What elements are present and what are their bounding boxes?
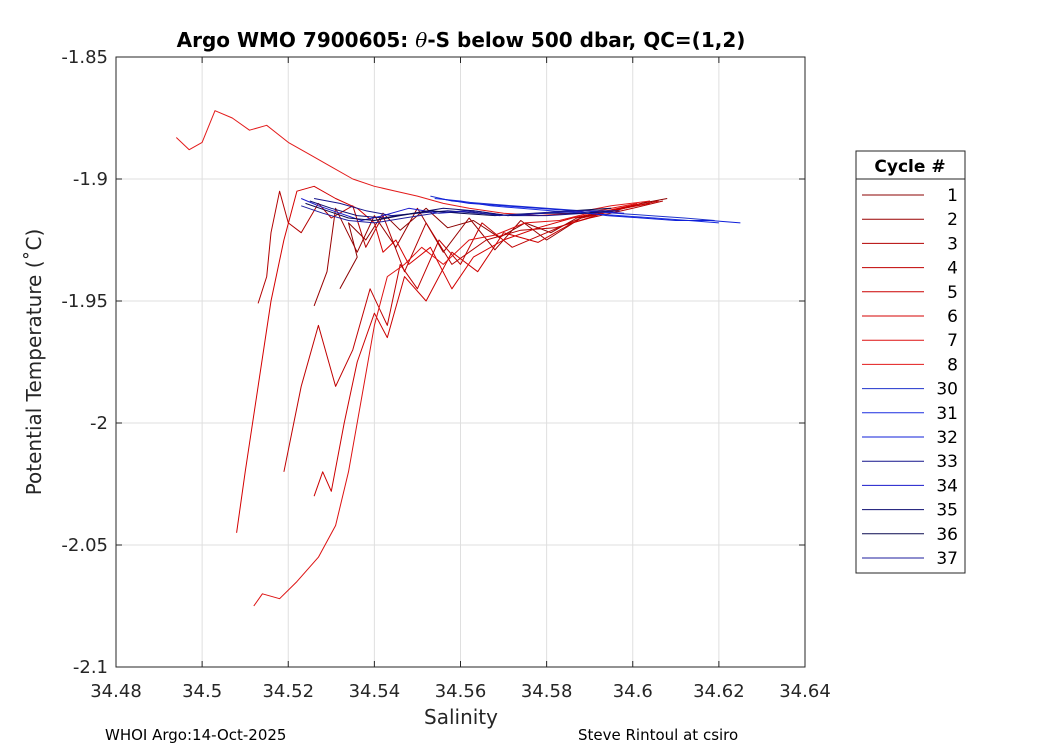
x-tick-label: 34.52 bbox=[262, 681, 314, 702]
y-ticks: -1.85 -1.9 -1.95 -2 -2.05 -2.1 bbox=[61, 47, 805, 678]
x-tick-label: 34.54 bbox=[349, 681, 401, 702]
series-line-cycle-37 bbox=[301, 205, 616, 224]
series-lines bbox=[175, 110, 741, 607]
x-tick-label: 34.56 bbox=[435, 681, 487, 702]
legend-label: 36 bbox=[936, 525, 958, 545]
legend-label: 5 bbox=[947, 283, 958, 303]
series-line-cycle-4 bbox=[283, 200, 659, 472]
grid-lines bbox=[116, 57, 805, 667]
legend-label: 2 bbox=[947, 210, 958, 230]
legend-label: 33 bbox=[936, 452, 958, 472]
y-tick-label: -2.05 bbox=[61, 535, 108, 556]
legend-label: 30 bbox=[936, 380, 958, 400]
y-tick-label: -1.95 bbox=[61, 291, 108, 312]
footer-credit-date: WHOI Argo:14-Oct-2025 bbox=[105, 726, 287, 744]
legend-label: 32 bbox=[936, 428, 958, 448]
series-line-cycle-33 bbox=[314, 198, 620, 217]
title-suffix: -S below 500 dbar, QC=(1,2) bbox=[427, 28, 745, 52]
legend-label: 4 bbox=[947, 259, 958, 279]
y-tick-label: -1.85 bbox=[61, 47, 108, 68]
legend-box bbox=[855, 150, 966, 574]
x-tick-label: 34.62 bbox=[693, 681, 745, 702]
y-tick-label: -2 bbox=[90, 413, 108, 434]
series-line-cycle-2 bbox=[313, 200, 651, 307]
y-axis-label: Potential Temperature (˚C) bbox=[22, 229, 46, 496]
legend-label: 31 bbox=[936, 404, 958, 424]
title-prefix: Argo WMO 7900605: bbox=[177, 28, 416, 52]
title-theta: θ bbox=[415, 28, 427, 52]
y-tick-label: -2.1 bbox=[73, 657, 108, 678]
x-axis-label: Salinity bbox=[424, 705, 498, 729]
legend-label: 37 bbox=[936, 549, 958, 569]
x-ticks: 34.48 34.5 34.52 34.54 34.56 34.58 34.6 34.62 34… bbox=[90, 57, 831, 702]
legend-label: 7 bbox=[947, 331, 958, 351]
footer-credit-author: Steve Rintoul at csiro bbox=[578, 726, 739, 744]
x-tick-label: 34.6 bbox=[613, 681, 653, 702]
chart-title: Argo WMO 7900605: θ-S below 500 dbar, QC… bbox=[177, 28, 746, 52]
series-line-cycle-7 bbox=[253, 202, 638, 607]
series-line-cycle-6 bbox=[236, 185, 642, 533]
legend-label: 34 bbox=[936, 476, 958, 496]
series-line-cycle-35 bbox=[309, 200, 616, 219]
series-line-cycle-1 bbox=[339, 198, 668, 290]
legend-label: 8 bbox=[947, 355, 958, 375]
legend-label: 35 bbox=[936, 501, 958, 521]
y-tick-label: -1.9 bbox=[73, 169, 108, 190]
legend-label: 6 bbox=[947, 307, 958, 327]
series-line-cycle-3 bbox=[257, 190, 664, 304]
legend-title: Cycle # bbox=[874, 157, 945, 177]
series-line-cycle-5 bbox=[313, 202, 651, 497]
x-tick-label: 34.5 bbox=[182, 681, 222, 702]
x-tick-label: 34.58 bbox=[521, 681, 573, 702]
legend-label: 3 bbox=[947, 234, 958, 254]
x-tick-label: 34.48 bbox=[90, 681, 142, 702]
legend-label: 1 bbox=[947, 186, 958, 206]
x-tick-label: 34.64 bbox=[779, 681, 831, 702]
